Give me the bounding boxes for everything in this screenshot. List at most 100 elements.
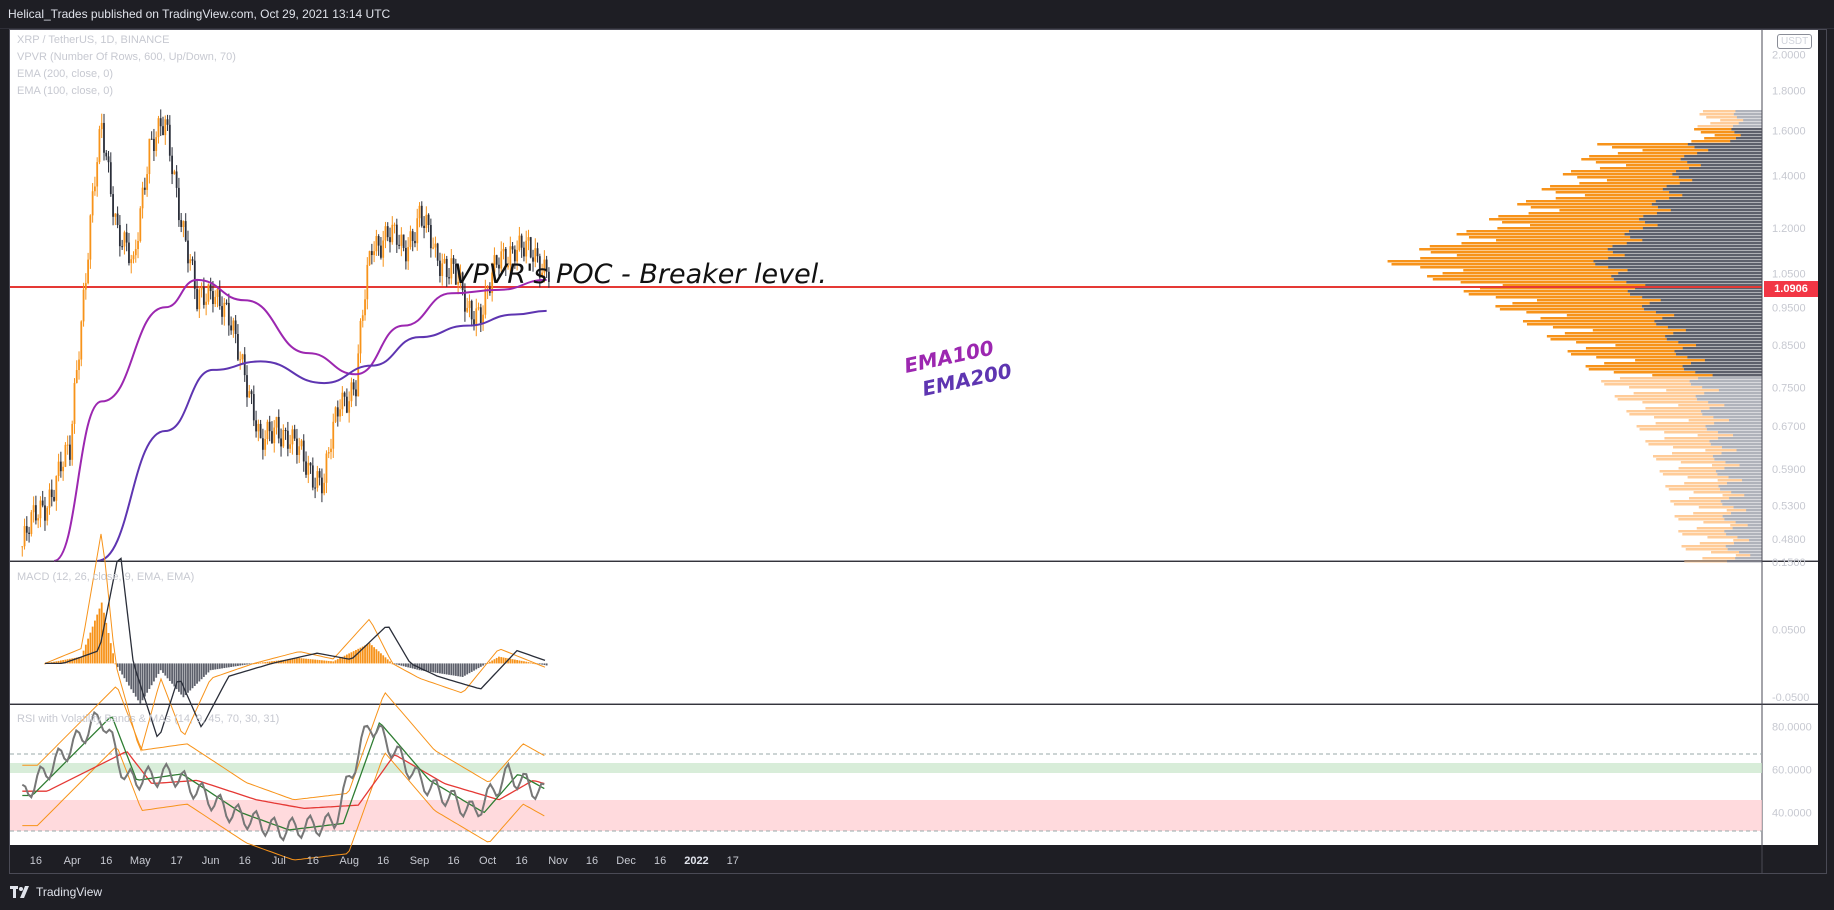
candle-body (218, 288, 221, 307)
vpvr-row-up (1696, 527, 1762, 530)
vpvr-row-up (1735, 554, 1762, 557)
vpvr-row-up (1526, 311, 1762, 314)
vpvr-row-up (1498, 215, 1762, 218)
vpvr-row-up (1697, 434, 1762, 437)
macd-bar (491, 660, 494, 664)
candle-body (332, 421, 335, 449)
macd-bar (107, 633, 110, 664)
vpvr-row-up (1698, 506, 1762, 509)
vpvr-row-down (1725, 545, 1762, 548)
candle-body (157, 118, 160, 138)
candle-body (216, 288, 219, 297)
time-axis-labels[interactable]: 16 Apr 16 May 17 Jun 16 Jul 16 Aug 16 Sep 16 Oct 16 Nov… (30, 855, 739, 867)
macd-bar (407, 663, 410, 668)
vpvr-row-down (1739, 464, 1762, 467)
macd-histogram (44, 602, 548, 704)
vpvr-row-down (1643, 215, 1762, 218)
macd-bar (207, 663, 210, 673)
vpvr-row-up (1707, 536, 1762, 539)
macd-bar (209, 663, 212, 671)
candle-body (89, 215, 92, 260)
price-axis-labels[interactable]: 2.0000 1.8000 1.6000 1.4000 1.2000 1.0500 0.95… (1772, 50, 1812, 820)
macd-bar (336, 659, 339, 664)
pane-background (10, 562, 1818, 704)
x-tick-label: May (130, 855, 151, 867)
vpvr-row-down (1731, 512, 1762, 515)
candle-body (355, 389, 357, 397)
macd-title[interactable]: MACD (12, 26, close, 9, EMA, EMA) (17, 571, 195, 583)
y-tick-label: 1.2000 (1772, 223, 1806, 235)
tradingview-icon (10, 886, 29, 898)
candle-body (21, 546, 24, 548)
ema200-line[interactable] (97, 309, 547, 562)
candle-body (182, 221, 185, 227)
macd-bar (148, 663, 151, 689)
vpvr-row-down (1624, 254, 1762, 257)
vpvr-row-down (1607, 248, 1762, 251)
macd-bar (141, 663, 144, 701)
candle-body (114, 213, 117, 217)
y-tick-label: 0.1500 (1772, 557, 1806, 569)
candle-body (168, 124, 171, 156)
currency-badge[interactable]: USDT (1777, 34, 1813, 49)
vpvr-row-up (1564, 332, 1762, 335)
vpvr-row-up (1570, 353, 1762, 356)
vpvr-row-up (1656, 458, 1762, 461)
vpvr-row-down (1639, 218, 1762, 221)
vpvr-row-down (1649, 302, 1762, 305)
macd-bar (71, 658, 74, 664)
vpvr-row-up (1592, 329, 1762, 332)
vpvr-row-up (1702, 110, 1762, 113)
macd-bar (296, 658, 298, 664)
vpvr-row-down (1595, 263, 1762, 266)
ema100-line[interactable] (53, 278, 547, 562)
candle-body (53, 497, 55, 501)
macd-bar (205, 663, 208, 675)
macd-bar (241, 663, 244, 666)
vpvr-row-up (1711, 464, 1762, 467)
candle-body (139, 208, 142, 242)
vpvr-row-up (1601, 380, 1762, 383)
legend-symbol[interactable]: XRP / TetherUS, 1D, BINANCE (17, 34, 170, 46)
vpvr-row-up (1670, 500, 1762, 503)
candle-body (348, 401, 351, 413)
x-tick-label: 2022 (684, 855, 708, 867)
candle-body (191, 259, 194, 261)
candle-body (146, 174, 149, 190)
legend-ema200[interactable]: EMA (200, close, 0) (17, 68, 113, 80)
legend-vpvr[interactable]: VPVR (Number Of Rows, 600, Up/Down, 70) (17, 51, 236, 63)
vpvr-row-down (1655, 311, 1762, 314)
rsi-title[interactable]: RSI with Volatility Bands & MAs (14, 9, … (17, 713, 280, 725)
vpvr-row-up (1595, 161, 1762, 164)
macd-bar (153, 663, 155, 682)
macd-bar (171, 663, 173, 684)
candle-body (470, 300, 473, 320)
legend-ema100[interactable]: EMA (100, close, 0) (17, 85, 113, 97)
candle-body (309, 462, 312, 466)
vpvr-row-up (1497, 227, 1762, 230)
vpvr-row-up (1468, 293, 1762, 296)
macd-bar (146, 663, 149, 693)
vpvr-row-up (1456, 233, 1762, 236)
macd-bar (484, 663, 487, 665)
macd-bar (78, 657, 80, 664)
candle-body (405, 247, 407, 262)
vpvr-row-up (1579, 182, 1762, 185)
vpvr-row-down (1737, 536, 1762, 539)
macd-bar (198, 663, 201, 682)
macd-bar (155, 663, 158, 678)
macd-bar (243, 663, 246, 665)
candle-body (23, 526, 26, 547)
candle-body (116, 213, 119, 226)
vpvr-row-down (1642, 305, 1762, 308)
macd-bar (246, 663, 248, 665)
vpvr-row-down (1642, 296, 1762, 299)
tradingview-logo[interactable]: TradingView (10, 884, 102, 900)
candle-body (159, 118, 162, 127)
vpvr-row-up (1536, 299, 1762, 302)
macd-bar (432, 663, 435, 673)
candle-body (316, 471, 319, 488)
vpvr-row-down (1712, 374, 1762, 377)
macd-bar (248, 663, 251, 665)
